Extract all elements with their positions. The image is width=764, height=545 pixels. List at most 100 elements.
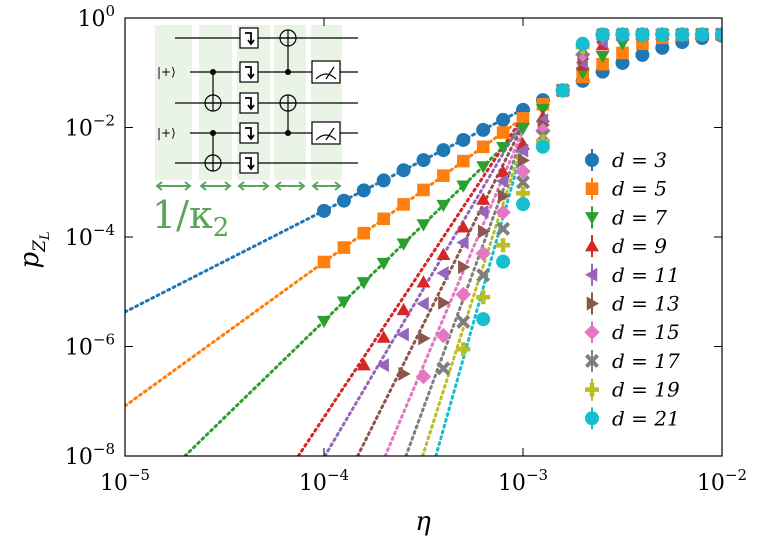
marker xyxy=(476,122,491,137)
legend-label: d = 13 xyxy=(612,292,680,316)
marker xyxy=(376,330,391,343)
legend-label: d = 9 xyxy=(612,234,667,258)
fit-line xyxy=(356,123,525,456)
legend-marker xyxy=(585,182,599,195)
marker xyxy=(675,27,690,42)
x-tick-label: 10−3 xyxy=(498,466,548,496)
marker xyxy=(476,192,491,205)
marker xyxy=(458,260,471,275)
marker xyxy=(496,238,511,253)
reset-gates xyxy=(239,27,259,174)
marker xyxy=(456,132,471,147)
marker xyxy=(535,103,550,117)
legend-marker xyxy=(586,296,599,311)
marker xyxy=(496,112,511,127)
x-axis-label: η xyxy=(415,507,431,537)
marker xyxy=(476,204,489,219)
x-tick-label: 10−2 xyxy=(697,466,747,496)
marker xyxy=(476,312,491,327)
y-label-subsub: L xyxy=(38,231,53,241)
marker xyxy=(396,238,411,251)
marker xyxy=(317,255,331,269)
ket-label: |+⟩ xyxy=(157,126,176,140)
marker xyxy=(457,154,470,168)
marker xyxy=(635,47,650,62)
y-tick-label: 10−4 xyxy=(65,221,115,251)
marker xyxy=(595,27,610,42)
ket-label: |+⟩ xyxy=(157,65,176,79)
marker xyxy=(555,83,570,98)
legend-label: d = 17 xyxy=(612,349,680,373)
marker xyxy=(516,112,530,125)
inset-label-sub: 2 xyxy=(213,213,230,243)
marker xyxy=(376,257,391,271)
fit-line xyxy=(421,139,525,456)
marker xyxy=(496,174,509,189)
inset-label: 1/κ2 xyxy=(152,193,229,243)
marker xyxy=(455,286,472,303)
marker xyxy=(396,163,411,178)
marker xyxy=(456,180,471,193)
y-tick-label: 10−8 xyxy=(65,440,115,470)
marker xyxy=(477,224,491,239)
plot-frame xyxy=(124,17,723,457)
marker xyxy=(496,221,511,236)
x-tick-label: 10−5 xyxy=(100,466,150,496)
legend-label: d = 5 xyxy=(612,177,667,201)
marker xyxy=(376,173,391,188)
marker xyxy=(635,27,650,42)
marker xyxy=(397,198,410,211)
marker xyxy=(398,366,411,381)
marker xyxy=(437,169,450,182)
marker xyxy=(655,40,670,55)
marker xyxy=(356,358,371,371)
fit-line xyxy=(434,144,525,456)
marker xyxy=(416,296,429,311)
marker xyxy=(415,368,432,385)
x-tick-label: 10−4 xyxy=(299,466,349,496)
legend-label: d = 19 xyxy=(612,378,680,402)
marker xyxy=(615,38,630,51)
y-tick-label: 10−2 xyxy=(65,112,115,142)
marker xyxy=(495,204,511,221)
legend-label: d = 15 xyxy=(612,320,680,344)
marker xyxy=(436,143,451,158)
marker xyxy=(396,302,411,316)
marker xyxy=(476,268,491,283)
marker xyxy=(438,295,451,310)
marker xyxy=(376,358,389,373)
marker xyxy=(475,245,491,262)
y-label-sub: Z xyxy=(30,239,50,253)
marker xyxy=(416,275,431,288)
marker xyxy=(517,153,530,168)
marker xyxy=(496,164,511,178)
legend-marker xyxy=(585,353,599,368)
marker xyxy=(615,55,630,70)
marker xyxy=(436,266,449,281)
marker xyxy=(476,290,491,305)
measurements xyxy=(311,60,341,145)
marker xyxy=(436,199,451,213)
marker xyxy=(715,27,722,42)
marker xyxy=(496,141,511,155)
fit-line xyxy=(323,118,525,456)
marker xyxy=(535,122,551,139)
marker xyxy=(377,212,390,226)
marker xyxy=(655,27,670,42)
marker xyxy=(356,183,371,198)
plot-area xyxy=(125,26,722,456)
marker xyxy=(516,186,530,201)
marker xyxy=(695,27,710,42)
marker xyxy=(595,51,610,64)
legend-marker xyxy=(585,212,599,225)
cnot-gates xyxy=(204,29,297,172)
marker xyxy=(416,219,431,232)
y-label-main: p xyxy=(15,252,45,269)
fit-line xyxy=(296,115,525,456)
marker xyxy=(436,247,451,261)
marker xyxy=(416,153,431,168)
marker xyxy=(336,296,351,309)
marker xyxy=(575,36,590,51)
marker xyxy=(317,315,331,329)
marker xyxy=(596,57,609,71)
